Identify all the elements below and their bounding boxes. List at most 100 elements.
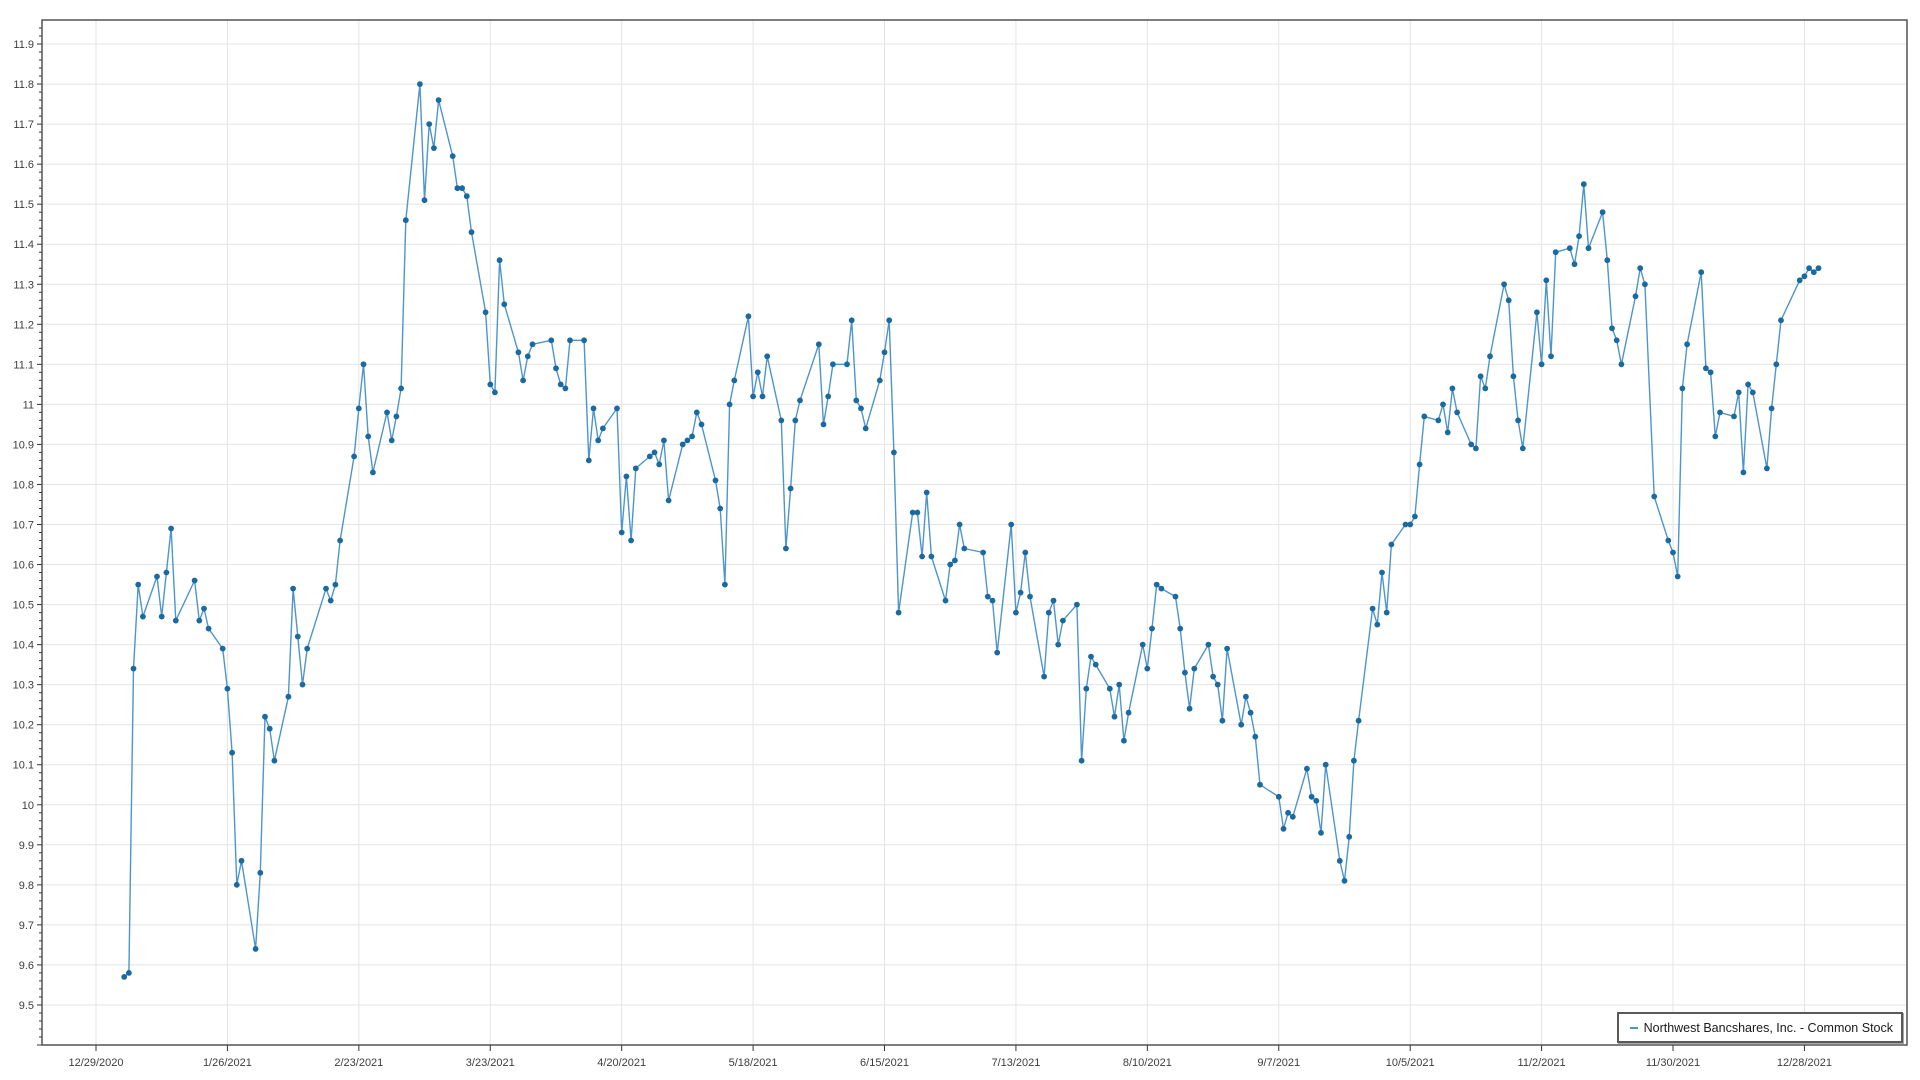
- data-point-marker: [1275, 793, 1282, 800]
- data-point-marker: [600, 425, 606, 432]
- data-point-marker: [1121, 737, 1127, 744]
- data-point-marker: [1515, 417, 1521, 424]
- y-tick-label: 11.7: [13, 119, 34, 131]
- data-point-marker: [1618, 361, 1625, 368]
- data-point-marker: [1285, 809, 1291, 816]
- data-point-marker: [501, 301, 508, 308]
- data-point-marker: [618, 529, 625, 536]
- data-point-marker: [1731, 413, 1737, 420]
- data-point-marker: [1022, 549, 1029, 556]
- y-tick-label: 10.5: [13, 600, 34, 612]
- data-point-marker: [1041, 673, 1047, 680]
- data-point-marker: [1238, 721, 1245, 728]
- data-point-marker: [679, 441, 686, 448]
- data-point-marker: [1778, 317, 1784, 324]
- data-point-marker: [421, 197, 428, 204]
- data-point-marker: [693, 409, 700, 416]
- data-point-marker: [952, 557, 958, 564]
- data-point-marker: [1477, 373, 1484, 380]
- data-point-marker: [1407, 521, 1414, 528]
- data-point-marker: [1092, 661, 1099, 668]
- data-point-marker: [886, 317, 893, 324]
- data-point-marker: [1764, 465, 1770, 472]
- data-point-marker: [1247, 709, 1254, 716]
- x-tick-label: 5/18/2021: [729, 1057, 778, 1069]
- y-tick-label: 10: [22, 800, 34, 812]
- legend[interactable]: Northwest Bancshares, Inc. - Common Stoc…: [1617, 1012, 1903, 1043]
- x-tick-label: 1/26/2021: [203, 1057, 252, 1069]
- data-point-marker: [1055, 641, 1062, 648]
- data-point-marker: [862, 425, 869, 432]
- x-tick-label: 4/20/2021: [597, 1057, 646, 1069]
- data-point-marker: [895, 609, 902, 616]
- data-point-marker: [1735, 389, 1742, 396]
- x-tick-label: 9/7/2021: [1257, 1057, 1300, 1069]
- data-point-marker: [384, 409, 390, 416]
- data-point-marker: [726, 401, 733, 408]
- data-point-marker: [1013, 609, 1019, 616]
- data-point-marker: [1815, 265, 1822, 272]
- y-tick-label: 10.3: [13, 680, 34, 692]
- y-tick-label: 11.6: [13, 159, 34, 171]
- data-point-marker: [778, 417, 785, 424]
- data-point-marker: [294, 633, 301, 640]
- data-point-marker: [1318, 829, 1324, 836]
- data-point-marker: [994, 649, 1001, 656]
- data-point-marker: [1768, 405, 1775, 412]
- data-point-marker: [1172, 593, 1179, 600]
- y-tick-label: 9.9: [19, 840, 34, 852]
- data-point-marker: [1355, 717, 1362, 724]
- data-point-marker: [553, 365, 559, 372]
- data-point-marker: [557, 381, 564, 388]
- data-point-marker: [853, 397, 860, 404]
- data-point-marker: [1289, 813, 1296, 820]
- data-point-marker: [745, 313, 752, 320]
- data-point-marker: [923, 489, 930, 496]
- y-tick-label: 11: [23, 399, 34, 411]
- data-point-marker: [1402, 521, 1409, 528]
- data-point-marker: [1379, 569, 1385, 576]
- data-point-marker: [614, 405, 620, 412]
- data-point-marker: [1665, 537, 1672, 544]
- data-point-marker: [304, 645, 311, 652]
- data-point-marker: [684, 437, 691, 444]
- data-point-marker: [365, 433, 372, 440]
- data-point-marker: [989, 597, 996, 604]
- data-point-marker: [567, 337, 573, 344]
- data-point-marker: [980, 549, 986, 556]
- data-point-marker: [1243, 693, 1249, 700]
- data-point-marker: [1214, 681, 1221, 688]
- data-point-marker: [1106, 685, 1113, 692]
- data-point-marker: [1219, 717, 1226, 724]
- data-point-marker: [191, 577, 198, 584]
- data-point-marker: [1510, 373, 1517, 380]
- data-point-marker: [1684, 341, 1690, 348]
- data-point-marker: [1712, 433, 1719, 440]
- data-point-marker: [1566, 245, 1573, 252]
- data-point-marker: [299, 681, 306, 688]
- data-point-marker: [266, 725, 273, 732]
- x-tick-label: 11/2/2021: [1518, 1057, 1566, 1069]
- data-point-marker: [628, 537, 634, 544]
- data-point-marker: [520, 377, 526, 384]
- data-point-marker: [848, 317, 855, 324]
- data-point-marker: [1280, 825, 1287, 832]
- data-point-marker: [947, 561, 954, 568]
- y-tick-label: 10.8: [13, 479, 34, 491]
- data-point-marker: [1308, 793, 1315, 800]
- data-point-marker: [1703, 365, 1709, 372]
- data-point-marker: [229, 749, 236, 756]
- data-point-marker: [524, 353, 531, 360]
- data-point-marker: [1801, 273, 1808, 280]
- x-tick-label: 7/13/2021: [991, 1057, 1040, 1069]
- data-point-marker: [792, 417, 799, 424]
- data-point-marker: [1444, 429, 1451, 436]
- data-point-marker: [1698, 269, 1705, 276]
- data-point-marker: [1519, 445, 1526, 452]
- data-point-marker: [1322, 761, 1329, 768]
- y-tick-label: 10.1: [13, 760, 34, 772]
- data-point-marker: [219, 645, 226, 652]
- y-tick-label: 9.6: [19, 960, 34, 972]
- data-point-marker: [487, 381, 494, 388]
